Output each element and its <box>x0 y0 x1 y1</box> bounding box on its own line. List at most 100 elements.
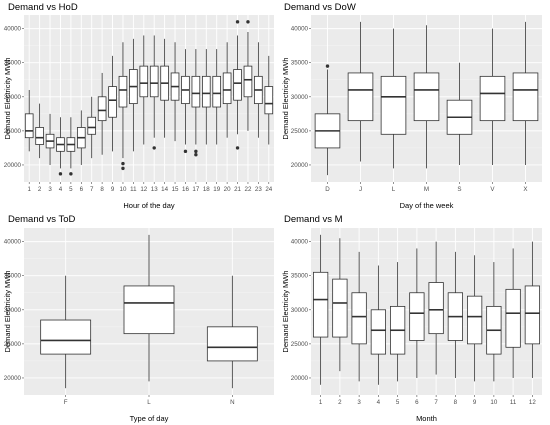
iqr-box <box>243 65 253 98</box>
x-tick-label: 8 <box>100 186 104 193</box>
box-2 <box>35 103 44 159</box>
x-axis-label: Hour of the day <box>123 201 175 210</box>
x-tick-label: V <box>490 186 495 193</box>
iqr-box <box>264 86 274 115</box>
box-19 <box>212 49 222 145</box>
y-tick-label: 30000 <box>291 94 309 101</box>
y-tick-label: 40000 <box>291 239 309 246</box>
x-tick-label: 2 <box>38 186 42 193</box>
box-14 <box>160 38 169 138</box>
iqr-box <box>467 295 483 345</box>
x-tick-label: 20 <box>224 186 231 193</box>
box-21 <box>233 20 242 150</box>
iqr-box <box>428 282 444 335</box>
x-tick-label: 11 <box>510 399 517 406</box>
y-axis-label: Demand Electricity MWh <box>281 270 290 352</box>
x-tick-label: 14 <box>161 186 168 193</box>
y-tick-label: 35000 <box>4 273 22 280</box>
iqr-box <box>139 65 149 98</box>
x-tick-label: F <box>64 399 68 406</box>
box-16 <box>181 49 190 154</box>
x-tick-label: 4 <box>377 399 381 406</box>
x-tick-label: 12 <box>529 399 536 406</box>
box-3 <box>45 113 55 165</box>
iqr-box <box>313 271 329 338</box>
x-tick-label: 15 <box>172 186 179 193</box>
box-17 <box>191 49 201 157</box>
chart-panel-2: 20000 25000 30000 35000 40000 D J L M S V X Demand v… <box>281 2 542 210</box>
box-8 <box>97 72 107 155</box>
x-tick-label: 8 <box>454 399 458 406</box>
box-M <box>413 25 440 169</box>
box-L <box>123 234 175 382</box>
box-D <box>314 64 341 176</box>
x-tick-label: 1 <box>27 186 31 193</box>
y-tick-label: 30000 <box>291 307 309 314</box>
x-tick-label: 16 <box>182 186 189 193</box>
x-tick-label: 23 <box>255 186 262 193</box>
box-23 <box>254 42 263 138</box>
x-axis-label: Month <box>416 414 437 423</box>
iqr-box <box>505 288 521 348</box>
x-tick-label: 19 <box>213 186 220 193</box>
box-24 <box>264 55 274 145</box>
plot-background <box>24 15 274 182</box>
box-10 <box>118 42 128 171</box>
box-8 <box>447 251 463 378</box>
box-10 <box>486 262 502 382</box>
x-tick-label: 17 <box>192 186 199 193</box>
box-1 <box>24 89 34 152</box>
box-L <box>380 28 407 169</box>
x-tick-label: D <box>325 186 330 193</box>
outlier-point <box>194 153 198 157</box>
iqr-box <box>512 72 539 122</box>
box-7 <box>428 241 444 375</box>
box-F <box>40 275 92 389</box>
y-tick-label: 25000 <box>291 341 309 348</box>
plot-background <box>311 228 542 395</box>
x-axis-label: Type of day <box>130 414 169 423</box>
box-V <box>479 28 506 165</box>
iqr-box <box>370 309 386 355</box>
x-tick-label: 10 <box>490 399 497 406</box>
iqr-box <box>222 72 232 105</box>
iqr-box <box>351 292 367 345</box>
y-tick-label: 40000 <box>4 239 22 246</box>
outlier-point <box>69 172 73 176</box>
box-N <box>206 275 258 389</box>
iqr-box <box>123 285 175 335</box>
iqr-box <box>40 319 92 355</box>
box-22 <box>243 20 253 131</box>
box-13 <box>149 35 159 150</box>
iqr-box <box>191 75 201 108</box>
iqr-box <box>201 75 211 108</box>
iqr-box <box>479 75 506 122</box>
x-tick-label: S <box>457 186 461 193</box>
y-tick-label: 20000 <box>291 162 309 169</box>
iqr-box <box>380 75 407 135</box>
outlier-point <box>58 172 63 176</box>
x-tick-label: 1 <box>319 399 323 406</box>
chart-panel-3: 20000 25000 30000 35000 40000 F L N Demand vs To… <box>3 214 274 423</box>
x-tick-label: 18 <box>203 186 210 193</box>
box-12 <box>139 35 149 145</box>
x-tick-label: 3 <box>357 399 361 406</box>
iqr-box <box>108 86 117 118</box>
outlier-point <box>121 161 125 166</box>
x-tick-label: 9 <box>473 399 477 406</box>
iqr-box <box>118 75 128 108</box>
panel-title: Demand vs HoD <box>8 2 78 13</box>
y-tick-label: 25000 <box>291 128 309 135</box>
y-axis-label: Demand Electricity MWh <box>3 57 12 139</box>
outlier-point <box>194 149 198 154</box>
panel-title: Demand vs M <box>284 214 343 225</box>
y-tick-label: 35000 <box>4 60 22 67</box>
y-tick-label: 30000 <box>4 94 22 101</box>
y-tick-label: 30000 <box>4 307 22 314</box>
box-5 <box>66 117 76 176</box>
box-5 <box>390 262 406 382</box>
y-tick-label: 40000 <box>4 26 22 33</box>
y-tick-label: 25000 <box>4 128 22 135</box>
x-tick-label: 12 <box>140 186 147 193</box>
